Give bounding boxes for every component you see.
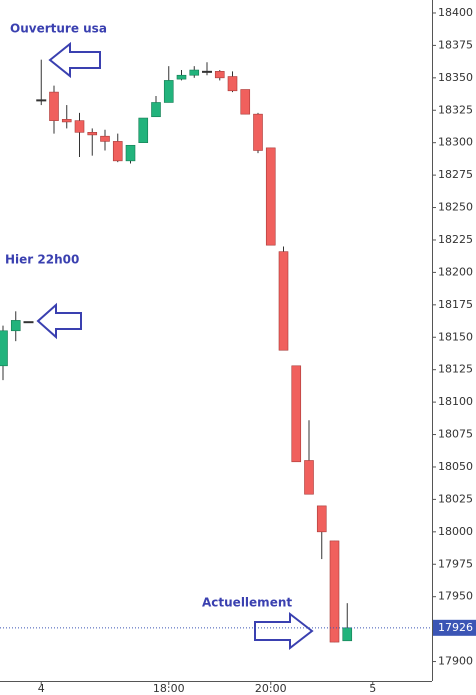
x-tick-label: 18:00	[153, 682, 185, 695]
annotation: Ouverture usa	[10, 22, 107, 36]
candle-body	[214, 71, 225, 79]
candle-body	[151, 102, 161, 118]
y-tick-label: 18250	[438, 201, 473, 214]
candle-body	[112, 141, 123, 162]
candle-body	[36, 99, 47, 102]
y-tick-label: 18050	[438, 460, 473, 473]
candle-body	[342, 627, 353, 642]
candle-body	[74, 120, 85, 133]
candle-body	[61, 119, 72, 123]
y-tick-label: 18275	[438, 168, 473, 181]
y-tick-label: 17950	[438, 590, 473, 603]
candle-body	[87, 132, 98, 136]
arrow	[48, 41, 101, 79]
x-tick-label: 5	[369, 682, 376, 695]
y-tick-label: 18225	[438, 233, 473, 246]
candle-body	[291, 365, 302, 463]
y-tick-label: 17900	[438, 655, 473, 668]
candles	[0, 59, 353, 643]
y-tick-label: 18375	[438, 38, 473, 51]
candle-body	[10, 320, 21, 332]
annotation: Actuellement	[202, 596, 292, 610]
current-price-box	[433, 619, 476, 636]
y-tick-label: 18350	[438, 71, 473, 84]
candle-body	[240, 89, 251, 115]
arrow	[254, 611, 314, 651]
y-tick-label: 18325	[438, 103, 473, 116]
candle-body	[163, 80, 174, 103]
candle-body	[278, 251, 289, 351]
candle-body	[100, 135, 110, 142]
candle-body	[176, 74, 187, 80]
y-tick-label: 18150	[438, 330, 473, 343]
candle-body	[125, 144, 136, 162]
candle-body	[138, 117, 149, 143]
candle-body	[316, 505, 327, 533]
candle-body	[202, 70, 212, 73]
y-tick-label: 18175	[438, 298, 473, 311]
arrow	[36, 302, 82, 340]
y-tick-label: 18400	[438, 6, 473, 19]
candle-body	[0, 330, 8, 367]
current-price-label: 17926	[438, 621, 473, 634]
y-tick-label: 18075	[438, 428, 473, 441]
candle-body	[329, 540, 340, 643]
y-tick-label: 18200	[438, 265, 473, 278]
y-tick-label: 18100	[438, 395, 473, 408]
x-tick-label: 20:00	[255, 682, 287, 695]
candle-body	[227, 76, 238, 92]
y-tick-label: 18125	[438, 363, 473, 376]
y-tick-label: 18000	[438, 525, 473, 538]
candle-body	[189, 69, 200, 76]
candle-body	[253, 113, 263, 151]
y-tick-label: 17975	[438, 557, 473, 570]
candle-body	[49, 91, 59, 121]
x-tick-label: 4	[38, 682, 45, 695]
candle-body	[265, 147, 276, 246]
annotation: Hier 22h00	[5, 253, 79, 267]
candle-body	[23, 321, 34, 324]
y-tick-label: 18025	[438, 492, 473, 505]
y-tick-label: 18300	[438, 136, 473, 149]
candle-body	[304, 460, 314, 495]
